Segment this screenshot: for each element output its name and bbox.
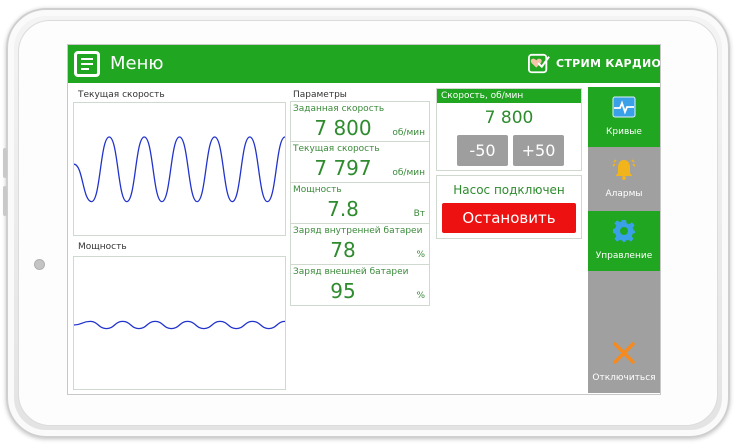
param-unit: % — [416, 250, 425, 260]
speed-control-panel: Скорость, об/мин 7 800 -50 +50 — [436, 88, 582, 171]
power-chart — [73, 256, 286, 390]
speed-control-title: Скорость, об/мин — [437, 89, 581, 103]
sidebar-item-curves[interactable]: Кривые — [588, 87, 660, 147]
param-current-speed: Текущая скорость 7 797 об/мин — [290, 142, 430, 183]
gear-icon — [613, 220, 635, 242]
param-power: Мощность 7.8 Вт — [290, 183, 430, 224]
param-unit: % — [416, 291, 425, 301]
sidebar-item-disconnect[interactable]: Отключиться — [588, 333, 660, 393]
param-name: Мощность — [293, 185, 342, 195]
speed-control-value: 7 800 — [484, 108, 534, 128]
params-title: Параметры — [293, 90, 347, 100]
volume-button[interactable] — [3, 148, 7, 178]
sidebar-item-control[interactable]: Управление — [588, 211, 660, 271]
power-chart-svg — [74, 320, 285, 330]
close-x-icon — [613, 342, 635, 364]
speed-decrease-button[interactable]: -50 — [457, 135, 508, 166]
speed-series-line — [74, 136, 285, 203]
params-list: Заданная скорость 7 800 об/мин Текущая с… — [290, 101, 430, 306]
sidebar-nav: Кривые Алармы Управление Отключиться — [588, 87, 660, 393]
param-name: Заряд внешней батареи — [293, 267, 409, 277]
speed-increase-button[interactable]: +50 — [513, 135, 564, 166]
param-unit: об/мин — [392, 168, 425, 178]
param-unit: об/мин — [392, 128, 425, 138]
volume-button-2[interactable] — [3, 186, 7, 216]
param-internal-battery: Заряд внутренней батареи 78 % — [290, 224, 430, 265]
sidebar-item-label: Отключиться — [592, 373, 656, 383]
param-value: 7 800 — [314, 116, 372, 140]
sidebar-item-label: Управление — [595, 251, 653, 261]
param-name: Текущая скорость — [293, 144, 380, 154]
param-value: 95 — [330, 279, 356, 303]
top-bar: Меню СТРИМ КАРДИО — [68, 45, 661, 83]
sidebar-item-label: Кривые — [606, 127, 642, 137]
param-unit: Вт — [413, 209, 425, 219]
sidebar-item-alarms[interactable]: Алармы — [588, 149, 660, 209]
param-name: Заряд внутренней батареи — [293, 226, 423, 236]
alarm-bell-icon — [612, 159, 636, 180]
home-button[interactable] — [34, 259, 45, 270]
monitor-curve-icon — [612, 96, 636, 118]
app-screen: Меню СТРИМ КАРДИО Текущая скорость Мощно… — [67, 44, 661, 395]
power-chart-label: Мощность — [78, 242, 127, 252]
param-external-battery: Заряд внешней батареи 95 % — [290, 265, 430, 306]
speed-chart-svg — [74, 136, 285, 203]
param-value: 7 797 — [314, 156, 372, 180]
param-value: 78 — [330, 238, 356, 262]
pump-status: Насос подключен — [453, 183, 565, 197]
param-name: Заданная скорость — [293, 104, 385, 114]
power-series-line — [74, 320, 285, 330]
menu-list-icon[interactable] — [74, 51, 100, 77]
speed-chart-label: Текущая скорость — [78, 90, 165, 100]
param-set-speed: Заданная скорость 7 800 об/мин — [290, 101, 430, 142]
menu-title[interactable]: Меню — [110, 53, 164, 74]
sidebar-item-label: Алармы — [605, 189, 643, 199]
param-value: 7.8 — [327, 197, 359, 221]
heart-check-icon — [528, 53, 550, 74]
stop-button[interactable]: Остановить — [442, 203, 576, 233]
brand-name: СТРИМ КАРДИО — [556, 57, 661, 70]
speed-chart — [73, 102, 286, 236]
pump-panel: Насос подключен Остановить — [436, 175, 582, 239]
